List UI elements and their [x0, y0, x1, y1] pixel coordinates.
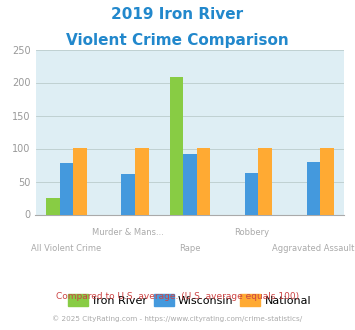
Bar: [135, 148, 148, 214]
Bar: [245, 173, 258, 214]
Text: Violent Crime Comparison: Violent Crime Comparison: [66, 33, 289, 48]
Text: All Violent Crime: All Violent Crime: [31, 244, 102, 253]
Text: Compared to U.S. average. (U.S. average equals 100): Compared to U.S. average. (U.S. average …: [56, 292, 299, 301]
Bar: [73, 148, 87, 214]
Bar: [121, 174, 135, 214]
Bar: [170, 77, 183, 214]
Text: 2019 Iron River: 2019 Iron River: [111, 7, 244, 21]
Bar: [46, 198, 60, 214]
Bar: [320, 148, 334, 214]
Text: Robbery: Robbery: [234, 228, 269, 237]
Bar: [183, 154, 197, 214]
Text: Aggravated Assault: Aggravated Assault: [272, 244, 355, 253]
Text: Rape: Rape: [179, 244, 201, 253]
Bar: [60, 163, 73, 215]
Bar: [197, 148, 210, 214]
Text: © 2025 CityRating.com - https://www.cityrating.com/crime-statistics/: © 2025 CityRating.com - https://www.city…: [53, 315, 302, 322]
Text: Murder & Mans...: Murder & Mans...: [92, 228, 164, 237]
Bar: [307, 162, 320, 214]
Bar: [258, 148, 272, 214]
Legend: Iron River, Wisconsin, National: Iron River, Wisconsin, National: [64, 289, 316, 310]
